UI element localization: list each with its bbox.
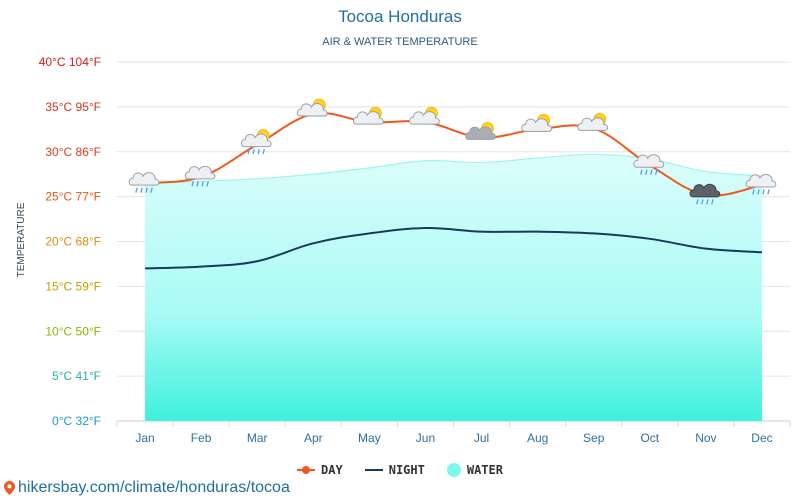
y-tick-label: 5°C 41°F [52, 369, 101, 383]
legend-water-swatch [446, 463, 461, 477]
y-tick-label: 40°C 104°F [39, 55, 101, 69]
map-pin-icon [4, 481, 15, 495]
partly-cloudy-rain-icon [240, 129, 272, 155]
legend-night[interactable]: NIGHT [364, 463, 425, 477]
partly-sunny-icon [296, 98, 328, 117]
x-axis-ticks: Jan Feb Mar Apr May Jun Jul Aug Sep Oct Nov Dec [135, 431, 772, 445]
day-series-line [144, 112, 763, 197]
legend-day-label: DAY [321, 463, 343, 477]
legend-night-label: NIGHT [388, 463, 425, 477]
y-tick-label: 30°C 86°F [45, 145, 101, 159]
y-tick-label: 10°C 50°F [45, 324, 101, 338]
y-axis-label: TEMPERATURE [16, 202, 27, 277]
water-area [145, 153, 763, 421]
x-tick-label: May [358, 431, 381, 445]
x-tick-label: Jul [474, 431, 489, 445]
partly-sunny-icon [353, 106, 384, 125]
footer-url: hikersbay.com/climate/honduras/tocoa [18, 479, 290, 496]
x-tick-label: Aug [527, 431, 548, 445]
chart-legend: DAY NIGHT WATER [0, 463, 800, 477]
x-tick-label: Apr [304, 431, 323, 445]
x-tick-label: Mar [247, 431, 268, 445]
y-tick-label: 15°C 59°F [45, 279, 101, 293]
legend-water[interactable]: WATER [446, 463, 503, 477]
x-tick-label: Nov [695, 431, 716, 445]
y-tick-label: 25°C 77°F [45, 190, 101, 204]
legend-day-swatch [297, 466, 316, 474]
storm-cloud-rain-icon [689, 183, 721, 205]
cloud-rain-icon [633, 154, 665, 175]
water-series-area [145, 154, 762, 421]
x-tick-label: Dec [751, 431, 772, 445]
x-tick-label: Jun [416, 431, 435, 445]
cloud-rain-icon [184, 165, 216, 187]
x-tick-label: Jan [135, 431, 154, 445]
legend-day[interactable]: DAY [297, 463, 343, 477]
footer-link[interactable]: hikersbay.com/climate/honduras/tocoa [4, 479, 290, 497]
legend-water-label: WATER [466, 463, 503, 477]
x-tick-label: Sep [583, 431, 605, 445]
chart-title: Tocoa Honduras [338, 7, 462, 26]
y-tick-label: 35°C 95°F [45, 100, 101, 114]
chart-subtitle: AIR & WATER TEMPERATURE [322, 36, 478, 48]
cloud-rain-icon [745, 173, 777, 195]
partly-sunny-icon [577, 113, 609, 131]
partly-sunny-icon [409, 106, 440, 125]
y-axis-ticks: 40°C 104°F 35°C 95°F 30°C 86°F 25°C 77°F 20°… [39, 55, 101, 428]
sun-cloud-icon [465, 121, 496, 140]
weather-icons [128, 98, 777, 205]
x-tick-label: Oct [640, 431, 659, 445]
y-tick-label: 0°C 32°F [52, 414, 101, 428]
night-series-line [145, 227, 763, 270]
cloud-rain-icon [128, 172, 160, 193]
partly-sunny-icon [521, 113, 552, 132]
legend-night-swatch [364, 469, 383, 471]
x-tick-label: Feb [191, 431, 212, 445]
y-tick-label: 20°C 68°F [45, 235, 101, 249]
